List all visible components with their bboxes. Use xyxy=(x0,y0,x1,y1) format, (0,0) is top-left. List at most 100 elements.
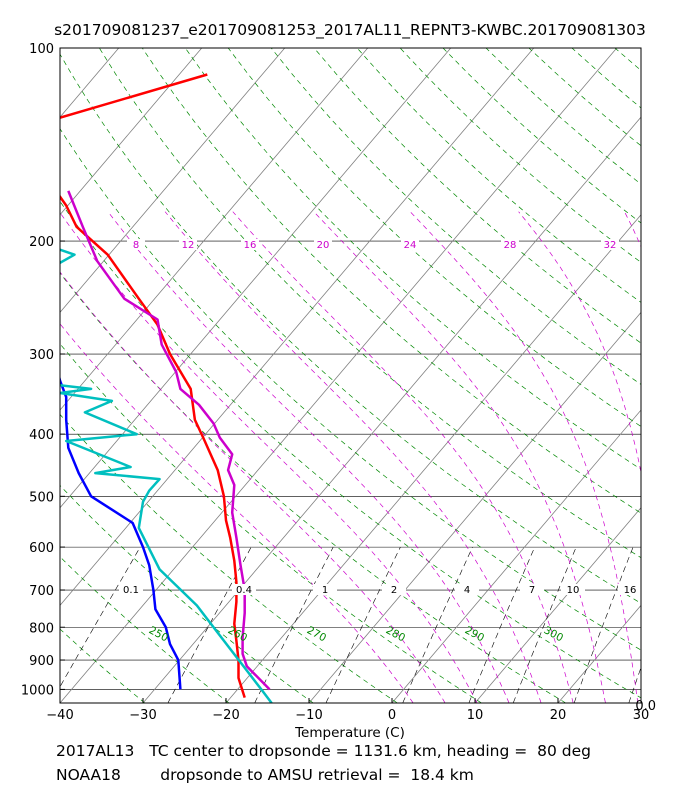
y-tick-label: 600 xyxy=(29,541,54,556)
moist-adiabat-label-bg xyxy=(127,239,145,250)
moist-adiabat-label-bg xyxy=(501,239,519,250)
y-tick-label: 1000 xyxy=(21,683,54,698)
x-tick-label: 20 xyxy=(550,708,567,723)
isotherm xyxy=(60,48,203,216)
series-cyan xyxy=(60,248,273,703)
x-axis-label: Temperature (C) xyxy=(294,725,405,741)
x-tick-label: −20 xyxy=(212,708,239,723)
mixing-ratio-line xyxy=(254,546,334,703)
mixing-ratio-label-bg xyxy=(561,584,585,595)
x-tick-label: −40 xyxy=(46,708,73,723)
mixing-ratio-label: 16 xyxy=(624,585,637,596)
moist-adiabat xyxy=(313,211,606,703)
y-tick-label: 300 xyxy=(29,348,54,363)
dry-adiabat xyxy=(571,48,641,109)
chart-title: s201709081237_e201709081253_2017AL11_REP… xyxy=(54,21,646,39)
moist-adiabat-label-bg xyxy=(314,239,332,250)
moist-adiabat-label-bg xyxy=(179,239,197,250)
isotherm xyxy=(60,48,452,509)
mixing-ratio-label-bg xyxy=(618,584,642,595)
dry-adiabat xyxy=(356,48,641,303)
dry-adiabat xyxy=(99,48,641,559)
isotherm xyxy=(225,214,641,703)
y-tick-label: 100 xyxy=(29,42,54,57)
mixing-ratio-label: 4 xyxy=(464,585,470,596)
y-tick-label: 200 xyxy=(29,235,54,250)
isotherm xyxy=(557,604,641,703)
moist-adiabat xyxy=(60,271,446,703)
dry-adiabat xyxy=(60,628,146,703)
dry-adiabat xyxy=(60,272,566,703)
mixing-ratio-label-bg xyxy=(455,584,479,595)
dry-adiabat xyxy=(485,48,641,185)
isotherm xyxy=(0,48,36,703)
moist-adiabat xyxy=(60,323,414,703)
dry-adiabat xyxy=(142,48,641,514)
isotherm xyxy=(60,48,120,118)
mixing-ratio-label: 0.4 xyxy=(236,585,252,596)
moist-adiabat-label: 20 xyxy=(317,240,330,251)
series-red xyxy=(60,73,246,698)
x-tick-label: −30 xyxy=(129,708,156,723)
dry-adiabat xyxy=(60,413,398,703)
moist-adiabat xyxy=(624,211,641,248)
moist-adiabat-label: 32 xyxy=(604,240,617,251)
moist-adiabat-label-bg xyxy=(241,239,259,250)
x-tick-label: −10 xyxy=(295,708,322,723)
y-tick-label: 800 xyxy=(29,621,54,636)
isotherm xyxy=(60,48,286,314)
isotherm xyxy=(391,409,641,703)
moist-adiabat-label: 16 xyxy=(244,240,257,251)
mixing-ratio-line xyxy=(402,546,473,703)
x-tick-label: 30 xyxy=(633,708,650,723)
series-magenta xyxy=(67,190,271,691)
dry-adiabat xyxy=(60,556,230,703)
moist-adiabat-label: 28 xyxy=(504,240,517,251)
dry-adiabat xyxy=(442,48,641,224)
isotherm xyxy=(142,116,641,703)
mixing-ratio-line xyxy=(468,546,535,703)
moist-adiabat xyxy=(164,211,542,703)
y-tick-label: 500 xyxy=(29,490,54,505)
dry-adiabat xyxy=(270,48,641,385)
mixing-ratio-line xyxy=(512,546,577,703)
moist-adiabat xyxy=(409,211,639,703)
mixing-ratio-label: 1 xyxy=(322,585,328,596)
moist-adiabat-label: 12 xyxy=(182,240,195,251)
moist-adiabat-label-bg xyxy=(601,239,619,250)
mixing-ratio-label: 2 xyxy=(391,585,397,596)
mixing-ratio-label: 0.1 xyxy=(123,585,139,596)
mixing-ratio-line xyxy=(628,666,641,703)
footer-line-2: NOAA18 dropsonde to AMSU retrieval = 18.… xyxy=(56,766,474,784)
mixing-ratio-line xyxy=(60,546,141,688)
mixing-ratio-label-bg xyxy=(232,584,256,595)
mixing-ratio-label: 10 xyxy=(567,585,580,596)
plot-frame xyxy=(59,47,642,704)
y-tick-label: 900 xyxy=(29,654,54,669)
dry-adiabat xyxy=(313,48,641,344)
mixing-ratio-line xyxy=(573,546,634,703)
dry-adiabat xyxy=(60,484,314,703)
isotherm xyxy=(60,48,535,606)
mixing-ratio-label: 7 xyxy=(529,585,535,596)
isotherm xyxy=(640,702,641,703)
moist-adiabat-label: 8 xyxy=(133,240,139,251)
moist-adiabat-label-bg xyxy=(401,239,419,250)
y-tick-label: 400 xyxy=(29,428,54,443)
mixing-ratio-line xyxy=(325,546,401,703)
moist-adiabat xyxy=(107,211,510,703)
dry-adiabat xyxy=(60,53,641,604)
series-blue xyxy=(60,375,182,690)
mixing-ratio-label-bg xyxy=(382,584,406,595)
isotherm xyxy=(60,48,369,411)
x-tick-label: 0 xyxy=(388,708,396,723)
mixing-ratio-label-bg xyxy=(119,584,143,595)
x-tick-label: 10 xyxy=(467,708,484,723)
moist-adiabat xyxy=(60,212,478,703)
dry-adiabat xyxy=(399,48,641,263)
y-tick-label: 700 xyxy=(29,584,54,599)
dry-adiabat xyxy=(60,701,61,703)
mixing-ratio-label-bg xyxy=(520,584,544,595)
moist-adiabat-label: 24 xyxy=(404,240,417,251)
